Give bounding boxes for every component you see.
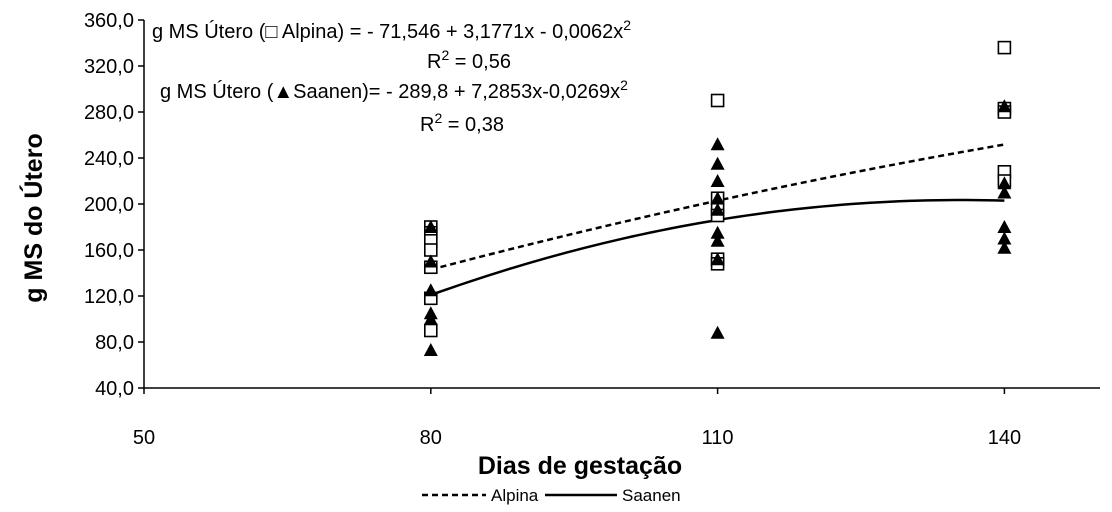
alpina-point xyxy=(997,40,1012,55)
alpina-r2: R2 = 0,56 xyxy=(427,47,511,73)
saanen-point xyxy=(710,233,725,247)
y-tick-label: 40,0 xyxy=(95,378,134,400)
alpina-r2-exponent: 2 xyxy=(441,47,449,63)
legend-saanen-label: Saanen xyxy=(622,486,681,505)
saanen-points xyxy=(423,99,1012,357)
saanen-equation: g MS Útero (▲Saanen)= - 289,8 + 7,2853x-… xyxy=(160,77,628,103)
saanen-point xyxy=(997,231,1012,245)
saanen-point xyxy=(710,202,725,216)
saanen-point xyxy=(423,283,438,297)
alpina-point xyxy=(423,323,438,338)
y-axis-ticks: 40,0 80,0 120,0 160,0 200,0 240,0 280,0 320,0 36… xyxy=(84,10,144,400)
saanen-point xyxy=(710,174,725,187)
y-tick-label: 80,0 xyxy=(95,332,134,354)
saanen-equation-exponent: 2 xyxy=(620,77,628,93)
x-tick-label: 110 xyxy=(702,427,734,449)
saanen-point xyxy=(997,220,1012,233)
saanen-point xyxy=(710,252,725,266)
saanen-r2-symbol: R xyxy=(420,114,434,136)
saanen-r2-exponent: 2 xyxy=(434,110,442,126)
saanen-point xyxy=(997,185,1012,199)
alpina-r2-value: = 0,56 xyxy=(449,51,511,73)
x-tick-label: 140 xyxy=(988,427,1021,449)
y-tick-label: 320,0 xyxy=(84,56,134,78)
alpina-point xyxy=(710,93,725,108)
x-axis-title: Dias de gestação xyxy=(478,452,682,480)
saanen-point xyxy=(423,343,438,357)
saanen-point xyxy=(423,220,438,233)
alpina-point xyxy=(423,243,438,257)
saanen-equation-text: g MS Útero (▲Saanen)= - 289,8 + 7,2853x-… xyxy=(160,80,620,103)
saanen-point xyxy=(997,176,1012,190)
saanen-r2: R2 = 0,38 xyxy=(420,110,504,136)
y-tick-label: 280,0 xyxy=(84,102,134,124)
alpina-r2-symbol: R xyxy=(427,51,441,73)
saanen-point xyxy=(997,240,1012,254)
alpina-equation-exponent: 2 xyxy=(623,17,631,33)
saanen-point xyxy=(423,254,438,268)
alpina-equation-text: g MS Útero (□ Alpina) = - 71,546 + 3,177… xyxy=(152,20,623,43)
x-tick-label: 50 xyxy=(133,427,155,449)
saanen-point xyxy=(710,137,725,151)
saanen-point xyxy=(997,99,1012,113)
saanen-point xyxy=(710,191,725,205)
legend: Alpina Saanen xyxy=(422,486,681,505)
y-axis-title: g MS do Útero xyxy=(18,133,48,302)
y-tick-label: 240,0 xyxy=(84,148,134,170)
y-tick-label: 360,0 xyxy=(84,10,134,32)
alpina-equation: g MS Útero (□ Alpina) = - 71,546 + 3,177… xyxy=(152,17,631,43)
x-axis-ticks: 50 80 110 140 xyxy=(133,388,1021,449)
y-tick-label: 120,0 xyxy=(84,286,134,308)
saanen-point xyxy=(710,156,725,170)
saanen-point xyxy=(710,225,725,239)
saanen-r2-value: = 0,38 xyxy=(442,114,504,136)
legend-alpina-label: Alpina xyxy=(491,486,539,505)
y-tick-label: 200,0 xyxy=(84,194,134,216)
saanen-point xyxy=(710,325,725,339)
y-tick-label: 160,0 xyxy=(84,240,134,262)
x-tick-label: 80 xyxy=(420,427,442,449)
saanen-point xyxy=(423,312,438,325)
